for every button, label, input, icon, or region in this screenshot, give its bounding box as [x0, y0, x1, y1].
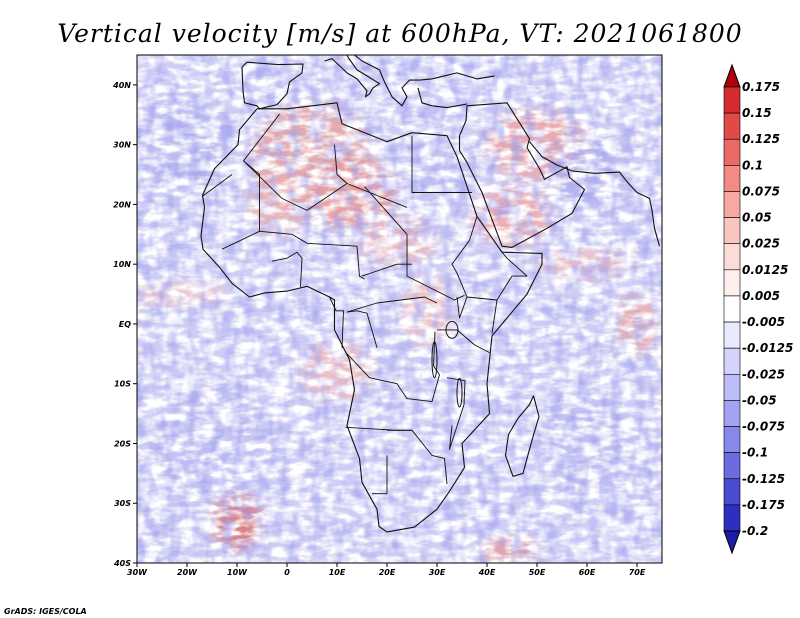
x-tick-label: 60E: [579, 568, 596, 577]
y-tick-label: 30S: [114, 499, 131, 508]
colorbar-over-arrow: [723, 63, 741, 88]
colorbar-label: -0.075: [742, 420, 785, 434]
colorbar-swatch: [723, 478, 741, 506]
colorbar-label: -0.2: [742, 524, 768, 538]
lake-outline-1: [445, 321, 459, 339]
country-border-13: [372, 455, 388, 495]
plot-frame: [136, 54, 663, 564]
colorbar-label: 0.025: [742, 237, 780, 251]
country-border-21: [346, 310, 378, 348]
y-tick-label: 10N: [113, 260, 131, 269]
colorbar-label: 0.005: [742, 289, 780, 303]
colorbar-swatch: [723, 86, 741, 114]
country-border-19: [201, 174, 233, 197]
country-border-17: [243, 113, 280, 232]
colorbar-label: -0.125: [742, 472, 785, 486]
country-border-3: [411, 135, 472, 193]
lake-outline-2: [431, 341, 438, 379]
field-speckle-dark: [137, 55, 662, 563]
country-border-1: [243, 160, 408, 211]
colorbar-swatch: [723, 165, 741, 192]
balkans-coastline: [354, 55, 495, 107]
colorbar-swatch: [723, 243, 741, 271]
colorbar-swatch: [723, 217, 741, 245]
colorbar-label: -0.0125: [742, 341, 793, 355]
colorbar-label: 0.15: [742, 106, 772, 120]
country-border-7: [346, 331, 440, 403]
y-tick-label: 20N: [113, 200, 131, 209]
lake-outline-3: [456, 377, 463, 408]
colorbar-swatch: [723, 295, 741, 323]
country-border-11: [451, 216, 478, 298]
persian-coastline: [529, 141, 661, 247]
colorbar-swatch: [723, 347, 741, 375]
colorbar-swatch: [723, 321, 741, 349]
y-tick-label: 40N: [112, 81, 131, 90]
x-tick-label: 70E: [629, 568, 646, 577]
plot-area: [137, 55, 662, 563]
country-border-15: [446, 377, 466, 450]
country-border-2: [334, 144, 348, 184]
x-tick-label: 30W: [127, 568, 148, 577]
italy-coastline: [324, 55, 381, 98]
madagascar-coastline: [504, 395, 540, 477]
x-tick-label: 20E: [379, 568, 396, 577]
colorbar-label: -0.175: [742, 498, 785, 512]
colorbar-label: 0.05: [742, 211, 772, 225]
y-tick-label: 30N: [113, 141, 131, 150]
y-tick-label: 20S: [114, 439, 131, 448]
colorbar-swatch: [723, 138, 741, 166]
y-tick-label: 40S: [113, 559, 131, 568]
colorbar-swatch: [723, 426, 741, 453]
country-border-6: [346, 296, 438, 313]
colorbar-label: -0.1: [742, 446, 768, 460]
iberia-coastline: [241, 61, 304, 110]
anatolia-coastline: [417, 87, 468, 109]
arabia-coastline: [458, 102, 586, 248]
y-axis: 40S 30S 20S 10S EQ 10N 20N 30N 40N: [112, 81, 137, 568]
chart-title: Vertical velocity [m/s] at 600hPa, VT: 2…: [57, 19, 742, 48]
colorbar-swatch: [723, 400, 741, 427]
x-tick-label: 30E: [429, 568, 446, 577]
country-border-10: [496, 248, 528, 301]
country-border-20: [329, 296, 344, 348]
country-border-14: [345, 426, 412, 431]
country-border-18: [271, 251, 303, 287]
x-tick-label: 0: [284, 568, 290, 577]
colorbar-swatch: [723, 504, 741, 532]
colorbar-swatch: [723, 191, 741, 218]
x-tick-label: 20W: [177, 568, 198, 577]
africa-coastline: [200, 102, 543, 533]
colorbar: 0.175 0.15 0.125 0.1 0.075 0.05 0.025 0.0125 0.0…: [723, 63, 793, 555]
colorbar-swatch: [723, 373, 741, 401]
country-border-4: [364, 186, 465, 301]
colorbar-label: 0.125: [742, 132, 780, 146]
country-border-5: [361, 263, 412, 277]
x-tick-label: 40E: [478, 568, 496, 577]
y-tick-label: 10S: [114, 380, 131, 389]
colorbar-label: 0.1: [742, 158, 763, 172]
colorbar-label: 0.0125: [742, 263, 788, 277]
colorbar-label: -0.025: [742, 367, 785, 381]
colorbar-swatch: [723, 452, 741, 480]
colorbar-label: 0.175: [742, 80, 780, 94]
colorbar-label: -0.05: [742, 393, 777, 407]
coastlines: [200, 55, 661, 533]
x-tick-label: 10E: [329, 568, 346, 577]
colorbar-swatch: [723, 112, 741, 140]
country-border-8: [437, 329, 490, 354]
y-tick-label: EQ: [119, 320, 131, 329]
grads-credit: GrADS: IGES/COLA: [4, 607, 87, 616]
colorbar-under-arrow: [723, 530, 741, 555]
x-tick-label: 10W: [227, 568, 248, 577]
x-axis: 30W 20W 10W 0 10E 20E 30E 40E 50E 60E 70E: [127, 563, 646, 577]
colorbar-label: 0.075: [742, 184, 780, 198]
colorbar-swatch: [723, 269, 741, 297]
colorbar-label: -0.005: [742, 315, 785, 329]
x-tick-label: 50E: [529, 568, 546, 577]
